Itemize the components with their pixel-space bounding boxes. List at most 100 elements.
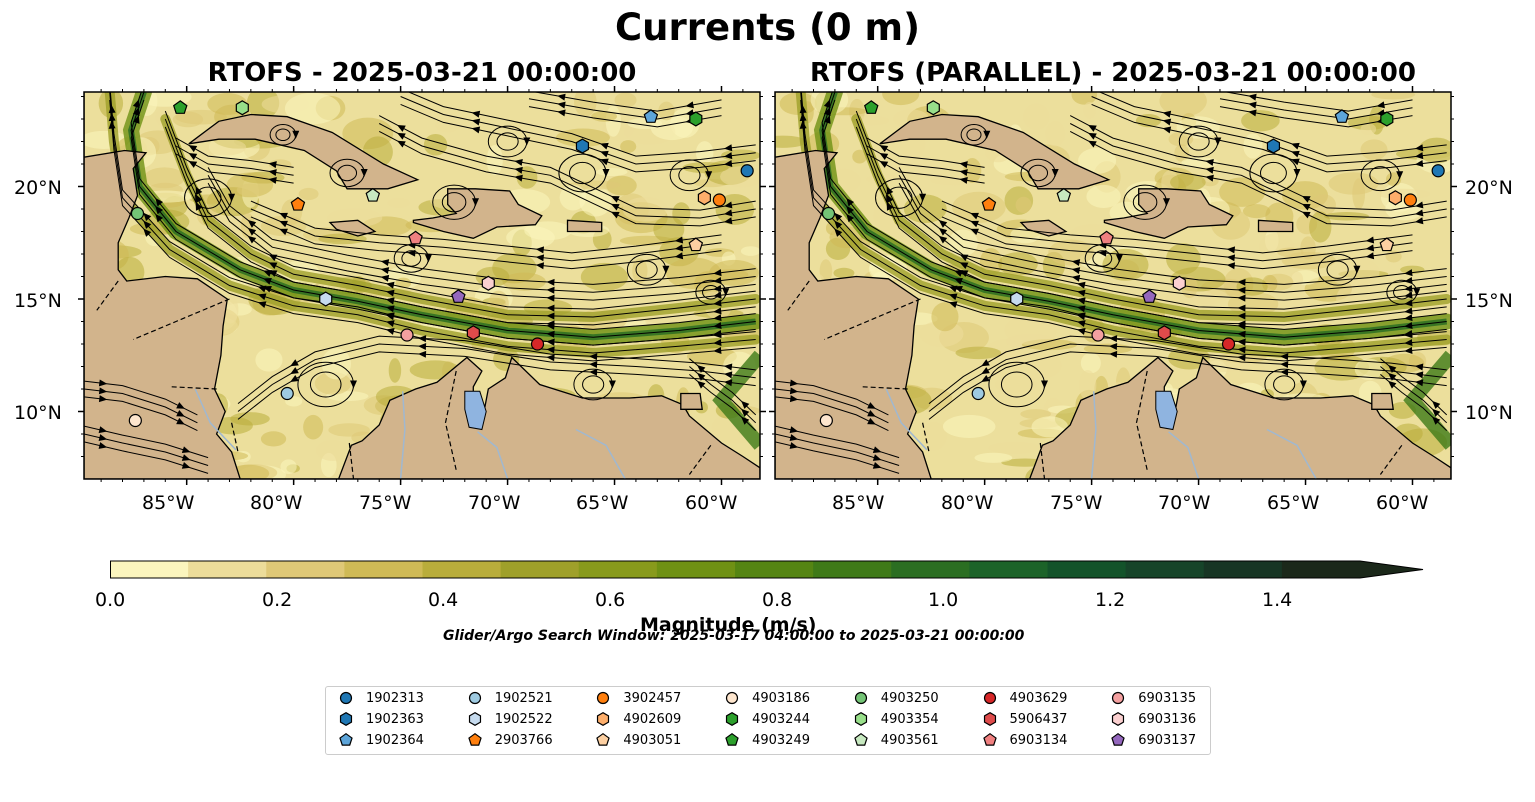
float-marker-6903137: [1142, 289, 1157, 303]
colorbar-swatches: [110, 560, 1424, 579]
streamline-arrow: [98, 442, 108, 449]
legend-marker-pentagon-icon: [1111, 732, 1125, 746]
streamline-arrow: [610, 203, 620, 211]
land-mass: [775, 92, 932, 479]
streamline: [400, 96, 756, 165]
streamline-arrow: [181, 462, 191, 469]
speed-patch: [1083, 101, 1097, 119]
streamline-arrow: [132, 115, 140, 124]
streamline-arrow: [723, 152, 733, 160]
float-marker-6903135: [400, 328, 414, 342]
colorbar-swatch: [735, 561, 814, 578]
legend-label: 6903134: [1009, 732, 1068, 748]
legend-marker-pentagon-icon: [467, 732, 482, 746]
river: [1168, 431, 1200, 479]
legend-label: 4903249: [752, 732, 810, 748]
streamline: [237, 335, 756, 404]
colorbar-swatch: [656, 561, 736, 578]
streamline-arrow: [546, 330, 555, 338]
streamline: [400, 103, 756, 173]
streamline: [407, 92, 756, 157]
speed-patch: [882, 92, 920, 106]
speed-patch: [955, 346, 1002, 360]
streamline: [1069, 115, 1447, 211]
speed-patch: [606, 175, 637, 196]
streamline-arrow: [132, 99, 140, 109]
streamline-arrow: [1404, 331, 1413, 339]
speed-patch: [948, 229, 978, 257]
streamline-arrow: [143, 212, 152, 222]
legend-marker-circle-icon: [597, 691, 610, 705]
speed-patch: [423, 133, 448, 156]
legend-marker: [596, 732, 611, 746]
streamline-arrow: [290, 359, 299, 367]
legend-item-6903137: 6903137: [1110, 732, 1196, 748]
legend-item-6903135: 6903135: [1110, 690, 1196, 706]
legend-label: 6903137: [1138, 732, 1197, 748]
streamline-arrow: [176, 417, 185, 425]
streamline-arrow: [674, 252, 684, 260]
lat-tick: 10°N: [14, 402, 62, 424]
streamline-arrow: [546, 304, 555, 312]
speed-patch: [172, 111, 204, 128]
legend-marker-hexagon-icon: [597, 711, 610, 727]
streamline-arrow: [546, 354, 555, 362]
speed-patch: [1371, 92, 1416, 100]
legend-item-4903186: 4903186: [724, 690, 810, 706]
float-marker-6903134: [408, 230, 423, 245]
streamline-arrow: [535, 262, 545, 270]
streamline-arrow: [268, 270, 278, 277]
streamline-arrow: [385, 281, 395, 289]
streamline-arrow: [1301, 211, 1311, 219]
streamline-arrow: [723, 209, 733, 217]
streamline-arrow: [263, 270, 272, 277]
float-marker-6903137: [451, 289, 466, 303]
streamline: [237, 351, 756, 420]
speed-patch: [952, 191, 1006, 223]
legend-marker-pentagon-icon: [982, 732, 997, 746]
eddy-streamline: [401, 250, 422, 267]
speed-patch: [298, 187, 319, 201]
legend-label: 1902313: [366, 690, 424, 706]
legend-label: 1902363: [366, 711, 424, 727]
speed-patch: [1023, 103, 1050, 130]
streamline: [207, 182, 756, 301]
legend-marker-circle-icon: [725, 691, 739, 705]
streamline-arrow: [385, 289, 395, 297]
float-marker-4903629: [1221, 337, 1236, 351]
streamline-arrow: [834, 220, 843, 229]
legend-label: 1902522: [494, 711, 553, 727]
streamline-arrow: [397, 140, 406, 148]
speed-patch: [974, 452, 1013, 463]
legend-item-1902522: 1902522: [467, 711, 553, 727]
speed-patch: [1020, 409, 1051, 419]
speed-patch: [1311, 194, 1336, 216]
streamline-arrow: [279, 228, 288, 236]
speed-patch: [653, 216, 685, 243]
streamline-arrow: [1205, 174, 1214, 182]
streamline-arrow: [741, 416, 750, 425]
country-border: [132, 298, 230, 341]
streamline-arrow: [608, 380, 616, 389]
eddy-streamline: [1273, 375, 1296, 394]
streamline: [941, 216, 1413, 270]
land-mass: [1371, 392, 1394, 410]
streamline-arrow: [1404, 346, 1413, 354]
streamline-arrow: [723, 201, 733, 209]
colorbar-label: Magnitude (m/s): [640, 614, 817, 636]
streamline-arrow: [919, 193, 927, 202]
speed-patch: [1328, 256, 1380, 287]
colorbar-swatch: [1047, 561, 1127, 578]
speed-patch: [1242, 204, 1271, 219]
streamline-arrow: [1291, 142, 1300, 150]
streamline-arrow: [1162, 118, 1172, 126]
legend-label: 4903051: [623, 732, 682, 748]
streamline-arrow: [959, 176, 968, 184]
speed-patch: [574, 92, 597, 117]
float-marker-1902313: [740, 164, 754, 178]
streamline-arrow: [247, 227, 257, 236]
streamline-arrow: [257, 293, 267, 301]
legend-item-4903249: 4903249: [724, 732, 810, 748]
streamline-arrow: [247, 220, 257, 228]
